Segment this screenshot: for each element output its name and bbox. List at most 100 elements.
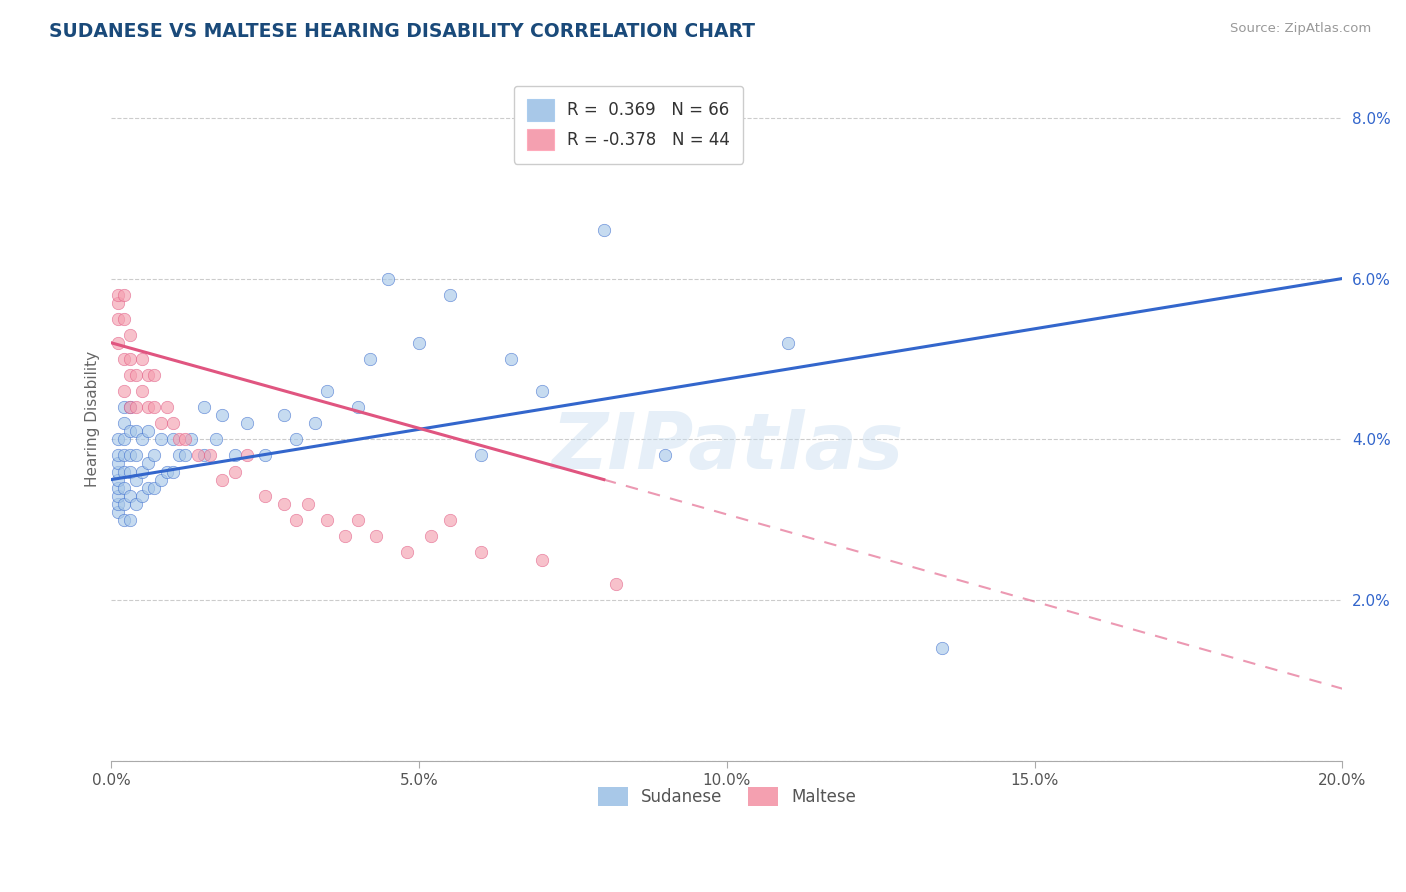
Point bbox=[138, 368, 160, 382]
Point bbox=[112, 465, 135, 479]
Point bbox=[273, 409, 295, 423]
Point bbox=[149, 473, 172, 487]
Point bbox=[439, 513, 461, 527]
Point bbox=[931, 641, 953, 656]
Point bbox=[224, 449, 246, 463]
Point bbox=[198, 449, 221, 463]
Point bbox=[131, 489, 153, 503]
Point bbox=[107, 335, 129, 350]
Point bbox=[156, 400, 179, 414]
Point bbox=[112, 287, 135, 301]
Point bbox=[138, 481, 160, 495]
Point bbox=[531, 553, 554, 567]
Point bbox=[118, 465, 141, 479]
Point bbox=[236, 417, 259, 431]
Point bbox=[420, 529, 443, 543]
Point bbox=[125, 473, 148, 487]
Point bbox=[167, 449, 190, 463]
Point bbox=[377, 271, 399, 285]
Point bbox=[118, 327, 141, 342]
Point bbox=[531, 384, 554, 398]
Point bbox=[107, 473, 129, 487]
Point bbox=[156, 465, 179, 479]
Point bbox=[131, 465, 153, 479]
Point bbox=[359, 351, 381, 366]
Point bbox=[654, 449, 676, 463]
Point bbox=[125, 400, 148, 414]
Point bbox=[107, 465, 129, 479]
Point bbox=[112, 417, 135, 431]
Point bbox=[254, 449, 277, 463]
Point bbox=[205, 433, 228, 447]
Point bbox=[778, 335, 800, 350]
Point bbox=[118, 425, 141, 439]
Point bbox=[112, 311, 135, 326]
Point bbox=[162, 465, 184, 479]
Point bbox=[118, 513, 141, 527]
Point bbox=[149, 417, 172, 431]
Point bbox=[112, 497, 135, 511]
Point bbox=[315, 513, 337, 527]
Point bbox=[143, 481, 166, 495]
Point bbox=[138, 425, 160, 439]
Point bbox=[285, 433, 308, 447]
Point bbox=[107, 489, 129, 503]
Point bbox=[118, 400, 141, 414]
Point bbox=[107, 311, 129, 326]
Point bbox=[107, 481, 129, 495]
Point bbox=[193, 449, 215, 463]
Point bbox=[592, 223, 614, 237]
Point bbox=[118, 489, 141, 503]
Text: SUDANESE VS MALTESE HEARING DISABILITY CORRELATION CHART: SUDANESE VS MALTESE HEARING DISABILITY C… bbox=[49, 22, 755, 41]
Point bbox=[112, 400, 135, 414]
Point bbox=[285, 513, 308, 527]
Point bbox=[125, 497, 148, 511]
Text: Source: ZipAtlas.com: Source: ZipAtlas.com bbox=[1230, 22, 1371, 36]
Point bbox=[439, 287, 461, 301]
Point bbox=[162, 417, 184, 431]
Point bbox=[112, 481, 135, 495]
Point bbox=[107, 449, 129, 463]
Y-axis label: Hearing Disability: Hearing Disability bbox=[86, 351, 100, 487]
Point bbox=[174, 433, 197, 447]
Point bbox=[107, 497, 129, 511]
Point bbox=[162, 433, 184, 447]
Point bbox=[167, 433, 190, 447]
Point bbox=[118, 368, 141, 382]
Point bbox=[112, 449, 135, 463]
Point bbox=[107, 295, 129, 310]
Point bbox=[297, 497, 319, 511]
Point bbox=[107, 287, 129, 301]
Point bbox=[131, 433, 153, 447]
Point bbox=[501, 351, 523, 366]
Point bbox=[346, 513, 368, 527]
Point bbox=[125, 425, 148, 439]
Point bbox=[143, 449, 166, 463]
Point bbox=[107, 505, 129, 519]
Text: ZIPatlas: ZIPatlas bbox=[551, 409, 903, 484]
Point bbox=[118, 400, 141, 414]
Point bbox=[107, 457, 129, 471]
Point bbox=[112, 433, 135, 447]
Point bbox=[138, 457, 160, 471]
Point bbox=[112, 513, 135, 527]
Point bbox=[395, 545, 418, 559]
Point bbox=[107, 433, 129, 447]
Point bbox=[174, 449, 197, 463]
Point bbox=[236, 449, 259, 463]
Point bbox=[408, 335, 430, 350]
Point bbox=[315, 384, 337, 398]
Point bbox=[118, 351, 141, 366]
Point bbox=[143, 400, 166, 414]
Point bbox=[211, 409, 233, 423]
Point bbox=[224, 465, 246, 479]
Point bbox=[112, 351, 135, 366]
Legend: Sudanese, Maltese: Sudanese, Maltese bbox=[589, 779, 865, 814]
Point bbox=[304, 417, 326, 431]
Point bbox=[138, 400, 160, 414]
Point bbox=[254, 489, 277, 503]
Point bbox=[125, 368, 148, 382]
Point bbox=[180, 433, 202, 447]
Point bbox=[143, 368, 166, 382]
Point bbox=[125, 449, 148, 463]
